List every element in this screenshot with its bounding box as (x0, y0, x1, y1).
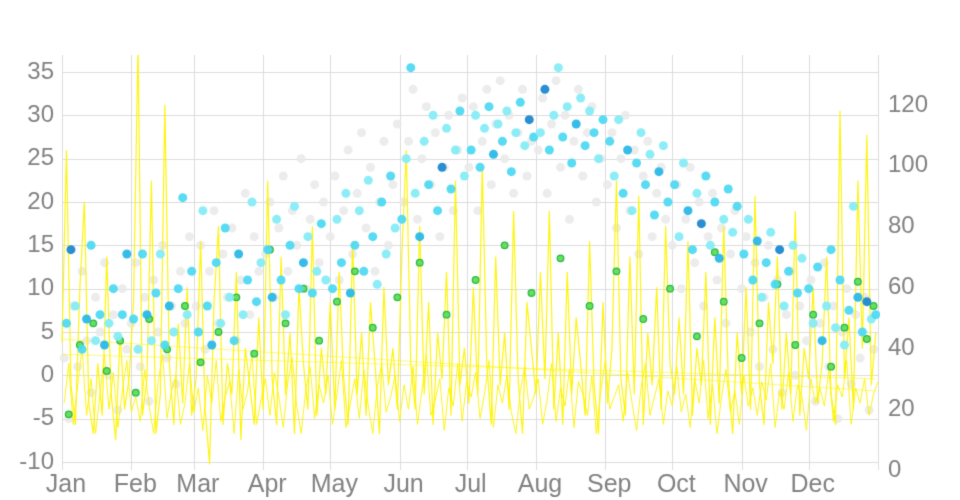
chart-canvas (0, 0, 960, 500)
temperature-precipitation-chart (0, 0, 960, 500)
